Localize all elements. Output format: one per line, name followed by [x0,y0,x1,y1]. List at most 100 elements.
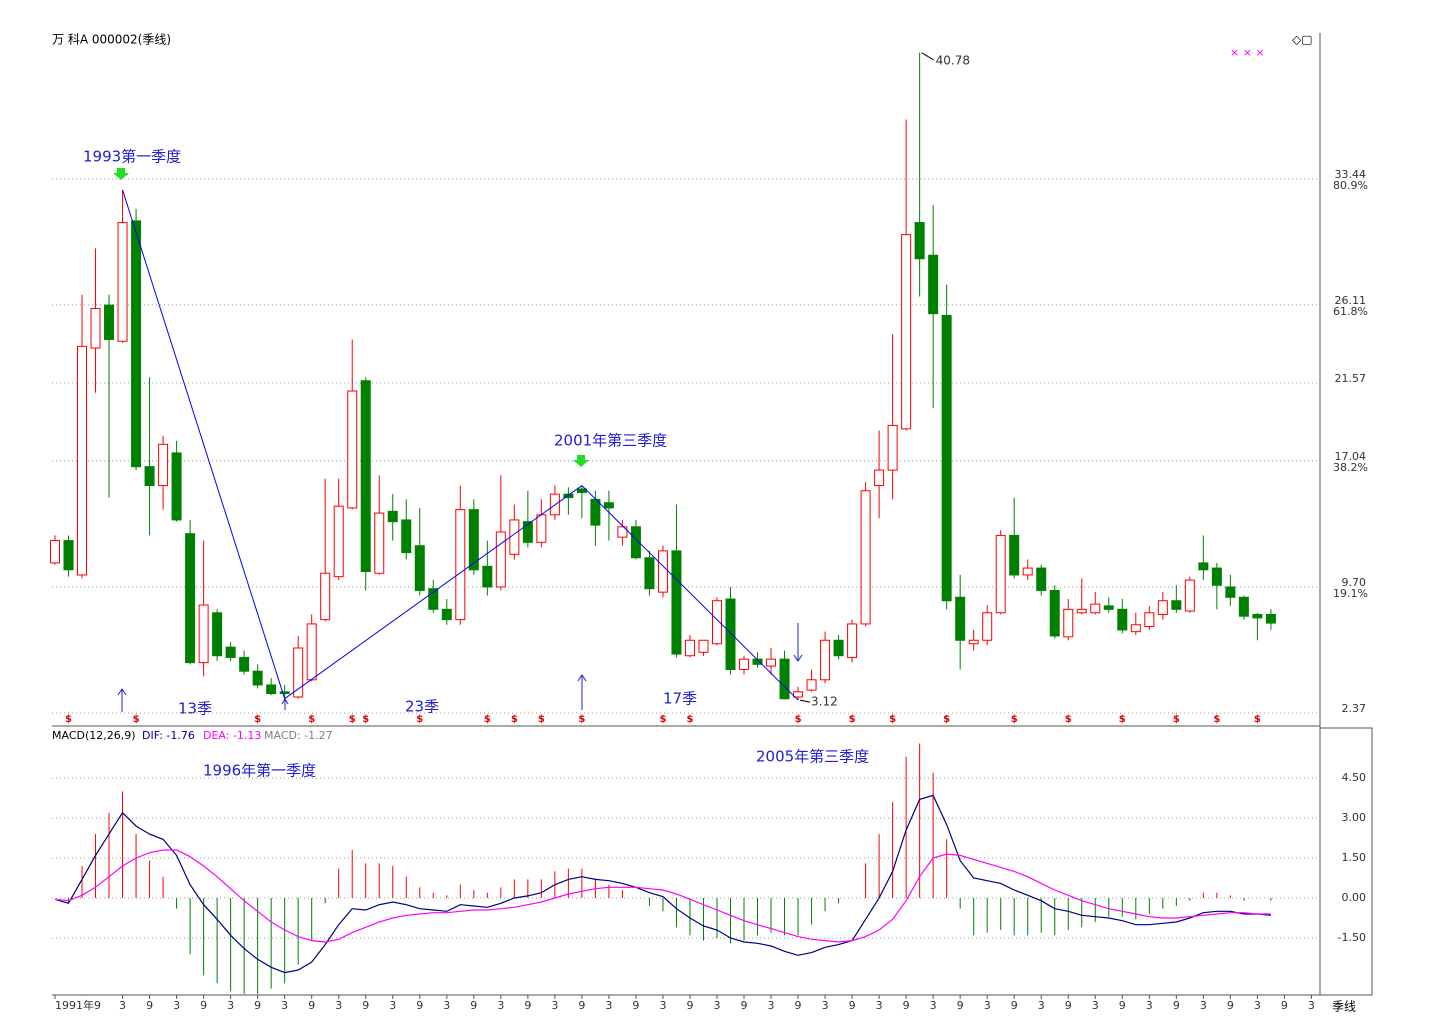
candle-body [212,612,223,657]
candle-body [1225,586,1236,598]
x-tick-label: 3 [497,999,504,1012]
ratio-label: 80.9% [1333,179,1368,192]
annotation: 1996年第一季度 [203,762,316,780]
candle-body [806,679,817,691]
x-tick-label: 3 [1092,999,1099,1012]
x-tick-label: 3 [551,999,558,1012]
legend-entry: DEA: -1.13 [203,729,261,742]
x-tick-label: 3 [443,999,450,1012]
candle-body [711,600,722,645]
candle-body [1144,612,1155,628]
candle-body [333,505,344,578]
candle-body [495,531,506,588]
dividend-marker: $ [943,714,950,725]
candle-body [1036,567,1047,591]
x-tick-label: 9 [1173,999,1180,1012]
ratio-label: 19.1% [1333,587,1368,600]
candle-body [590,498,601,526]
candle-body [644,557,655,590]
dividend-marker: $ [538,714,545,725]
y-tick-label: 4.50 [1342,771,1367,784]
candle-body [252,670,263,686]
dividend-marker: $ [65,714,72,725]
x-tick-label: 9 [1011,999,1018,1012]
candle-body [941,314,952,602]
dividend-marker: $ [133,714,140,725]
x-tick-label: 3 [713,999,720,1012]
dividend-marker: $ [889,714,896,725]
x-tick-label: 3 [389,999,396,1012]
macd-line [54,849,1271,943]
candle-body [1198,562,1209,571]
candle-body [306,623,317,681]
annotation: 2001年第三季度 [554,432,667,450]
candle-body [117,222,128,342]
candle-body [657,550,668,593]
candle-body [820,639,831,681]
dividend-marker: $ [308,714,315,725]
candle-body [1171,600,1182,610]
x-tick-label: 9 [524,999,531,1012]
annotation: 1993第一季度 [83,148,181,166]
legend-entry: DIF: -1.76 [142,729,195,742]
candle-body [793,691,804,698]
candle-body [468,509,479,571]
x-tick-label: 9 [362,999,369,1012]
candle-body [766,658,777,667]
candle-body [563,493,574,499]
candle-body [630,526,641,559]
candle-body [482,565,493,588]
ratio-label: 38.2% [1333,461,1368,474]
candle-body [901,234,912,430]
annotation: 17季 [663,690,697,708]
chart-title: 万 科A 000002(季线) [52,33,171,47]
dividend-marker: $ [511,714,518,725]
candle-body [401,519,412,554]
dividend-marker: $ [1119,714,1126,725]
x-tick-label: 9 [200,999,207,1012]
dividend-marker: $ [849,714,856,725]
candle-body [684,639,695,657]
y-tick-label: 17.04 [1335,450,1367,463]
candle-body [347,390,358,509]
dividend-marker: $ [578,714,585,725]
candle-body [1184,579,1195,612]
candle-body [414,545,425,591]
x-tick-label: 3 [930,999,937,1012]
candle-body [1252,613,1263,619]
markers: × × × [1230,46,1265,59]
candle-body [198,604,209,664]
candle-body [1090,603,1101,614]
macd-line [54,794,1271,974]
y-tick-label: 3.00 [1342,811,1367,824]
annotation: 23季 [405,698,439,716]
trend-line [122,189,286,699]
candle-body [225,646,236,658]
candle-body [239,656,250,672]
candle-body [671,550,682,655]
x-tick-label: 3 [1038,999,1045,1012]
candle-body [279,691,290,695]
x-tick-label: 1991年9 [55,998,101,1012]
candle-body [1117,608,1128,631]
x-tick-label: 3 [605,999,612,1012]
y-tick-label: 9.70 [1342,576,1367,589]
candle-body [1103,605,1114,610]
x-tick-label: 9 [1119,999,1126,1012]
candle-body [522,521,533,543]
x-tick-label: 3 [1200,999,1207,1012]
candle-body [1076,608,1087,614]
candle-body [158,443,169,487]
candle-body [698,639,709,653]
candle-body [536,514,547,543]
x-tick-label: 9 [632,999,639,1012]
candle-body [860,490,871,625]
candle-body [360,380,371,573]
x-tick-label: 9 [686,999,693,1012]
candle-body [1022,567,1033,576]
y-tick-label: 21.57 [1335,372,1367,385]
candle-body [131,220,142,468]
indicator-label: MACD(12,26,9) [52,729,136,742]
dividend-marker: $ [1213,714,1220,725]
